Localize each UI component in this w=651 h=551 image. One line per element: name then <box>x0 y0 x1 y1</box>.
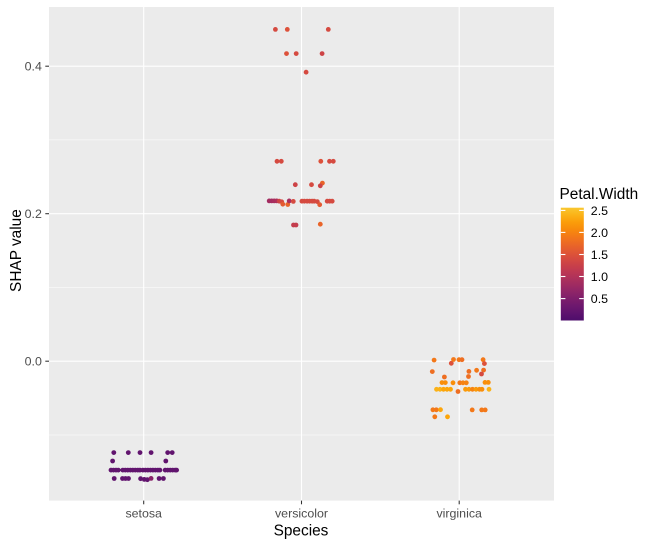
svg-text:0.4: 0.4 <box>25 60 42 74</box>
svg-text:0.2: 0.2 <box>25 207 42 221</box>
svg-text:Species: Species <box>274 523 329 540</box>
svg-text:2.0: 2.0 <box>591 226 608 240</box>
svg-text:0.0: 0.0 <box>25 355 42 369</box>
svg-text:setosa: setosa <box>125 506 162 520</box>
svg-text:Petal.Width: Petal.Width <box>560 186 639 203</box>
svg-text:virginica: virginica <box>436 506 482 520</box>
svg-text:1.5: 1.5 <box>591 248 608 262</box>
svg-text:0.5: 0.5 <box>591 292 608 306</box>
svg-text:2.5: 2.5 <box>591 204 608 218</box>
svg-text:SHAP value: SHAP value <box>8 209 25 292</box>
svg-text:1.0: 1.0 <box>591 270 608 284</box>
svg-text:versicolor: versicolor <box>275 506 328 520</box>
